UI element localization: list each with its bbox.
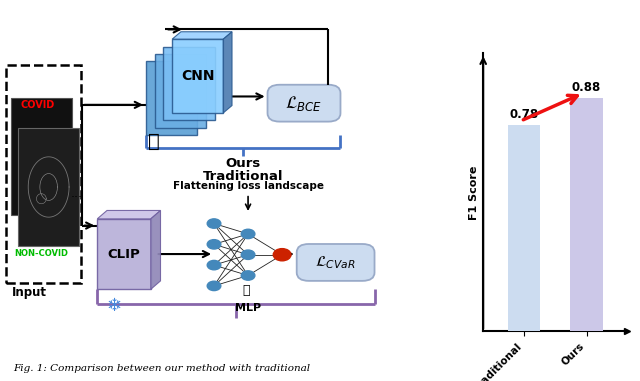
Text: MLP: MLP	[235, 303, 261, 313]
Y-axis label: F1 Score: F1 Score	[469, 165, 479, 219]
Bar	[19, 128, 79, 246]
Bar	[570, 98, 603, 331]
FancyBboxPatch shape	[297, 244, 374, 281]
Bar	[97, 219, 151, 289]
Text: CLIP: CLIP	[108, 248, 140, 261]
Bar	[172, 39, 223, 113]
Text: $\mathcal{L}_{BCE}$: $\mathcal{L}_{BCE}$	[285, 94, 323, 113]
Polygon shape	[223, 32, 232, 113]
Bar	[11, 98, 72, 216]
Text: COVID: COVID	[20, 100, 54, 110]
Bar	[146, 61, 197, 135]
Bar	[163, 46, 214, 120]
Text: Input: Input	[12, 286, 47, 299]
Circle shape	[207, 219, 221, 228]
Circle shape	[241, 271, 255, 280]
Text: Flattening loss landscape: Flattening loss landscape	[173, 181, 324, 190]
Text: NON-COVID: NON-COVID	[15, 249, 68, 258]
Bar	[6, 65, 81, 283]
Circle shape	[207, 240, 221, 249]
Text: 🔥: 🔥	[242, 284, 250, 297]
Text: ...: ...	[70, 187, 83, 200]
Text: Fig. 1: Comparison between our method with traditional: Fig. 1: Comparison between our method wi…	[13, 365, 310, 373]
Circle shape	[241, 229, 255, 239]
Text: 🔥: 🔥	[148, 132, 160, 151]
Text: 0.78: 0.78	[509, 108, 538, 121]
Circle shape	[207, 261, 221, 270]
Text: CNN: CNN	[181, 69, 214, 83]
Bar	[155, 54, 205, 128]
Text: 0.88: 0.88	[572, 82, 601, 94]
Circle shape	[273, 249, 291, 261]
Bar	[508, 125, 540, 331]
FancyBboxPatch shape	[268, 85, 340, 122]
Text: Traditional: Traditional	[203, 170, 284, 183]
Polygon shape	[172, 32, 232, 39]
Text: ❄: ❄	[107, 297, 122, 315]
Text: Ours: Ours	[225, 157, 261, 170]
Text: $\mathcal{L}_{CVaR}$: $\mathcal{L}_{CVaR}$	[316, 254, 356, 271]
Circle shape	[241, 250, 255, 259]
Circle shape	[207, 281, 221, 291]
Polygon shape	[151, 210, 161, 289]
Polygon shape	[97, 210, 161, 219]
